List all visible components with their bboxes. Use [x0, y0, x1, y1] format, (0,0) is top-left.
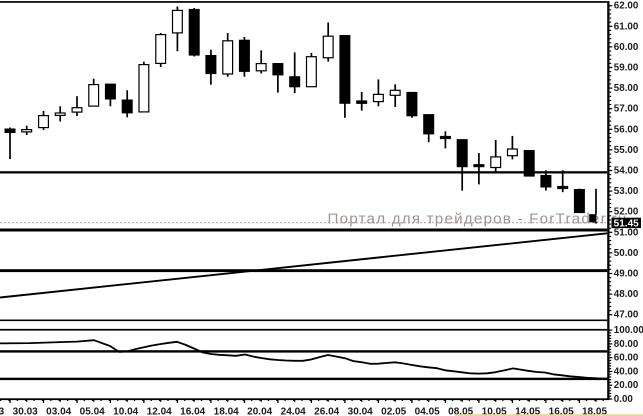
- svg-text:05.04: 05.04: [80, 406, 105, 416]
- svg-text:80.00: 80.00: [614, 339, 639, 350]
- svg-text:30.04: 30.04: [348, 406, 373, 416]
- svg-text:50.00: 50.00: [614, 248, 639, 259]
- svg-text:62.00: 62.00: [614, 1, 639, 12]
- svg-text:03.04: 03.04: [46, 406, 71, 416]
- svg-text:40.00: 40.00: [614, 366, 639, 377]
- svg-text:58.00: 58.00: [614, 83, 639, 94]
- svg-text:60.00: 60.00: [614, 42, 639, 53]
- svg-text:02.05: 02.05: [381, 406, 406, 416]
- svg-text:54.00: 54.00: [614, 166, 639, 177]
- svg-text:47.00: 47.00: [614, 310, 639, 321]
- svg-text:52.00: 52.00: [614, 207, 639, 218]
- svg-text:56.00: 56.00: [614, 124, 639, 135]
- svg-text:26.04: 26.04: [314, 406, 339, 416]
- svg-text:20.04: 20.04: [247, 406, 272, 416]
- svg-text:30.03: 30.03: [13, 406, 38, 416]
- svg-text:59.00: 59.00: [614, 63, 639, 74]
- svg-text:18.05: 18.05: [582, 406, 607, 416]
- svg-text:61.00: 61.00: [614, 21, 639, 32]
- svg-text:16.04: 16.04: [180, 406, 205, 416]
- svg-text:55.00: 55.00: [614, 145, 639, 156]
- svg-text:10.05: 10.05: [482, 406, 507, 416]
- svg-text:51.45: 51.45: [614, 218, 639, 229]
- svg-text:14.05: 14.05: [515, 406, 540, 416]
- svg-text:57.00: 57.00: [614, 104, 639, 115]
- svg-text:0.00: 0.00: [614, 394, 634, 405]
- svg-text:10.04: 10.04: [113, 406, 138, 416]
- svg-text:04.05: 04.05: [415, 406, 440, 416]
- svg-text:24.04: 24.04: [281, 406, 306, 416]
- svg-text:100.00: 100.00: [614, 325, 643, 336]
- svg-text:53.00: 53.00: [614, 186, 639, 197]
- svg-text:28.03: 28.03: [0, 406, 5, 416]
- svg-text:20.00: 20.00: [614, 380, 639, 391]
- svg-text:48.00: 48.00: [614, 289, 639, 300]
- svg-text:08.05: 08.05: [448, 406, 473, 416]
- svg-text:16.05: 16.05: [549, 406, 574, 416]
- svg-text:49.00: 49.00: [614, 269, 639, 280]
- svg-text:60.00: 60.00: [614, 353, 639, 364]
- svg-text:Портал для трейдеров - ForTrad: Портал для трейдеров - ForTrader.ru: [328, 211, 628, 228]
- svg-text:51.00: 51.00: [614, 227, 639, 238]
- svg-text:12.04: 12.04: [147, 406, 172, 416]
- svg-text:18.04: 18.04: [214, 406, 239, 416]
